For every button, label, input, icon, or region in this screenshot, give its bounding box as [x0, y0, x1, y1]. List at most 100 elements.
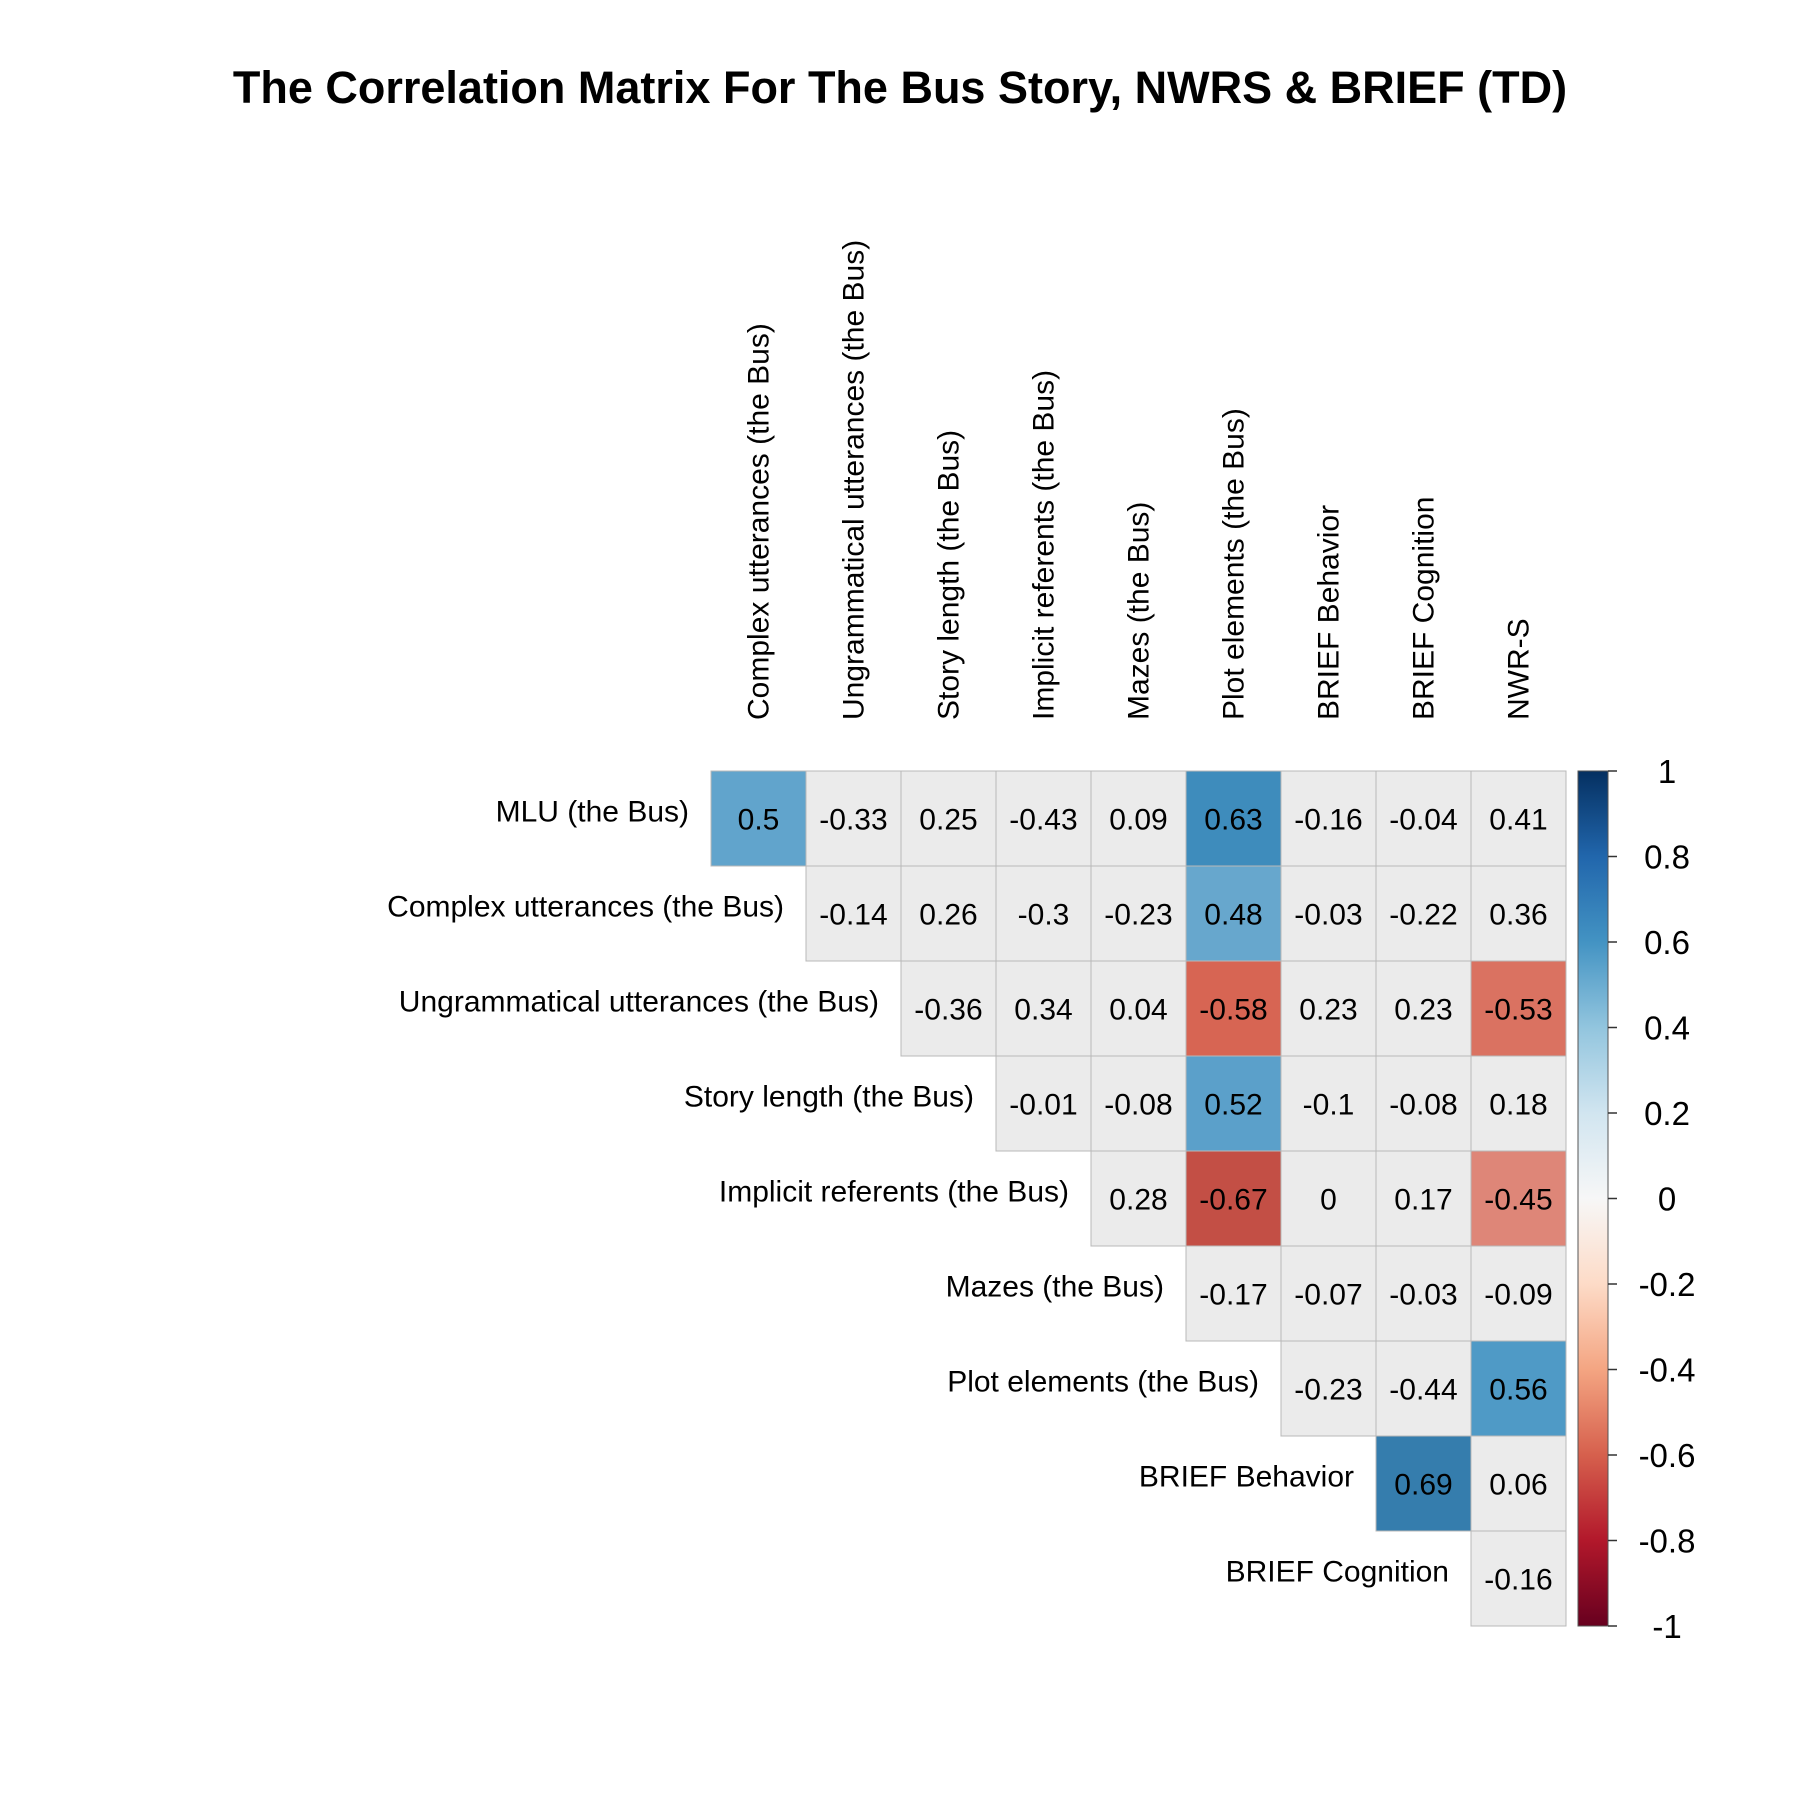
- column-label-implicit-referents-the-bus: Implicit referents (the Bus): [1028, 370, 1061, 720]
- colorbar: [1577, 770, 1609, 1627]
- cell-value: 0.36: [1489, 899, 1547, 932]
- cell-value: -0.22: [1389, 899, 1457, 932]
- row-label-complex-utterances-the-bus: Complex utterances (the Bus): [387, 891, 784, 924]
- cell-value: 0.63: [1204, 804, 1262, 837]
- row-label-mazes-the-bus: Mazes (the Bus): [946, 1271, 1164, 1304]
- cell-story-length-the-bus-x-implicit-referents-the-bus: [995, 1055, 1092, 1152]
- colorbar-tick-label: 0: [1658, 1181, 1676, 1218]
- colorbar-tick-label: 0.2: [1644, 1095, 1690, 1132]
- cell-value: -0.14: [819, 899, 887, 932]
- cell-ungrammatical-utterances-the-bus-x-plot-elements-the-bus: [1185, 960, 1282, 1057]
- cell-implicit-referents-the-bus-x-brief-behavior: [1280, 1150, 1377, 1247]
- colorbar-tick-label: 0.4: [1644, 1010, 1690, 1047]
- cell-value: -0.01: [1009, 1089, 1077, 1122]
- colorbar-tick-label: -0.2: [1639, 1266, 1696, 1303]
- cell-mlu-the-bus-x-ungrammatical-utterances-the-bus: [805, 770, 902, 867]
- cell-value: -0.43: [1009, 804, 1077, 837]
- cell-value: -0.16: [1484, 1564, 1552, 1597]
- cell-complex-utterances-the-bus-x-nwr-s: [1470, 865, 1567, 962]
- cell-implicit-referents-the-bus-x-plot-elements-the-bus: [1185, 1150, 1282, 1247]
- cell-value: -0.44: [1389, 1374, 1457, 1407]
- cell-value: 0.04: [1109, 994, 1167, 1027]
- column-label-brief-cognition: BRIEF Cognition: [1408, 497, 1441, 720]
- cell-value: -0.08: [1104, 1089, 1172, 1122]
- cell-complex-utterances-the-bus-x-plot-elements-the-bus: [1185, 865, 1282, 962]
- cell-mlu-the-bus-x-brief-behavior: [1280, 770, 1377, 867]
- cell-value: -0.45: [1484, 1184, 1552, 1217]
- cell-value: -0.09: [1484, 1279, 1552, 1312]
- cell-value: -0.67: [1199, 1184, 1267, 1217]
- cell-value: 0.18: [1489, 1089, 1547, 1122]
- column-label-story-length-the-bus: Story length (the Bus): [933, 430, 966, 720]
- cell-ungrammatical-utterances-the-bus-x-story-length-the-bus: [900, 960, 997, 1057]
- row-label-ungrammatical-utterances-the-bus: Ungrammatical utterances (the Bus): [399, 986, 879, 1019]
- column-labels: Complex utterances (the Bus) Ungrammatica…: [743, 240, 1536, 720]
- row-label-plot-elements-the-bus: Plot elements (the Bus): [947, 1366, 1259, 1399]
- colorbar-tick-label: 1: [1658, 753, 1676, 790]
- cell-value: 0.48: [1204, 899, 1262, 932]
- cell-ungrammatical-utterances-the-bus-x-nwr-s: [1470, 960, 1567, 1057]
- column-label-complex-utterances-the-bus: Complex utterances (the Bus): [743, 323, 776, 720]
- matrix-cells: 0.5 -0.33 0.25 -0.43 0.09 0.63 -0.16 -0.04 0.41 -…: [710, 770, 1567, 1627]
- cell-mazes-the-bus-x-brief-behavior: [1280, 1245, 1377, 1342]
- cell-value: -0.03: [1389, 1279, 1457, 1312]
- row-labels: MLU (the Bus) Complex utterances (the Bus…: [387, 796, 1449, 1589]
- colorbar-tick-label: -0.4: [1639, 1352, 1696, 1389]
- cell-value: 0.5: [738, 804, 780, 837]
- cell-implicit-referents-the-bus-x-brief-cognition: [1375, 1150, 1472, 1247]
- cell-value: -0.03: [1294, 899, 1362, 932]
- cell-value: 0.26: [919, 899, 977, 932]
- column-label-plot-elements-the-bus: Plot elements (the Bus): [1218, 408, 1251, 720]
- cell-value: -0.58: [1199, 994, 1267, 1027]
- cell-mazes-the-bus-x-plot-elements-the-bus: [1185, 1245, 1282, 1342]
- column-label-ungrammatical-utterances-the-bus: Ungrammatical utterances (the Bus): [838, 240, 871, 720]
- cell-value: 0.09: [1109, 804, 1167, 837]
- row-label-mlu-the-bus: MLU (the Bus): [496, 796, 689, 829]
- cell-value: -0.23: [1294, 1374, 1362, 1407]
- cell-value: -0.36: [914, 994, 982, 1027]
- cell-complex-utterances-the-bus-x-brief-behavior: [1280, 865, 1377, 962]
- cell-value: -0.3: [1018, 899, 1070, 932]
- color-legend: 1 0.8 0.6 0.4 0.2 0 -0.2 -0.4 -0.6 -0.8 -1: [1577, 753, 1695, 1645]
- cell-story-length-the-bus-x-brief-behavior: [1280, 1055, 1377, 1152]
- cell-value: -0.23: [1104, 899, 1172, 932]
- cell-value: 0.69: [1394, 1469, 1452, 1502]
- cell-value: -0.53: [1484, 994, 1552, 1027]
- cell-ungrammatical-utterances-the-bus-x-brief-cognition: [1375, 960, 1472, 1057]
- cell-complex-utterances-the-bus-x-ungrammatical-utterances-the-bus: [805, 865, 902, 962]
- cell-value: -0.07: [1294, 1279, 1362, 1312]
- row-label-brief-behavior: BRIEF Behavior: [1139, 1461, 1354, 1494]
- cell-value: 0.52: [1204, 1089, 1262, 1122]
- cell-value: 0.06: [1489, 1469, 1547, 1502]
- cell-value: 0.25: [919, 804, 977, 837]
- cell-implicit-referents-the-bus-x-nwr-s: [1470, 1150, 1567, 1247]
- colorbar-tick-label: -0.8: [1639, 1523, 1696, 1560]
- cell-value: -0.17: [1199, 1279, 1267, 1312]
- cell-value: 0: [1320, 1184, 1337, 1217]
- cell-value: 0.23: [1394, 994, 1452, 1027]
- cell-value: -0.04: [1389, 804, 1457, 837]
- cell-value: -0.33: [819, 804, 887, 837]
- cell-value: -0.08: [1389, 1089, 1457, 1122]
- cell-brief-behavior-x-brief-cognition: [1375, 1435, 1472, 1532]
- cell-value: 0.28: [1109, 1184, 1167, 1217]
- cell-mlu-the-bus-x-complex-utterances-the-bus: [710, 770, 807, 867]
- cell-mlu-the-bus-x-nwr-s: [1470, 770, 1567, 867]
- cell-ungrammatical-utterances-the-bus-x-implicit-referents-the-bus: [995, 960, 1092, 1057]
- cell-value: 0.41: [1489, 804, 1547, 837]
- cell-value: 0.17: [1394, 1184, 1452, 1217]
- cell-value: 0.23: [1299, 994, 1357, 1027]
- colorbar-ticks: 1 0.8 0.6 0.4 0.2 0 -0.2 -0.4 -0.6 -0.8 -1: [1608, 753, 1695, 1645]
- row-label-story-length-the-bus: Story length (the Bus): [684, 1081, 974, 1114]
- row-label-implicit-referents-the-bus: Implicit referents (the Bus): [719, 1176, 1069, 1209]
- colorbar-tick-label: 0.8: [1644, 839, 1690, 876]
- column-label-nwr-s: NWR-S: [1503, 618, 1536, 720]
- colorbar-tick-label: 0.6: [1644, 924, 1690, 961]
- cell-value: -0.1: [1303, 1089, 1355, 1122]
- cell-story-length-the-bus-x-plot-elements-the-bus: [1185, 1055, 1282, 1152]
- cell-mlu-the-bus-x-plot-elements-the-bus: [1185, 770, 1282, 867]
- cell-complex-utterances-the-bus-x-mazes-the-bus: [1090, 865, 1187, 962]
- colorbar-tick-label: -1: [1652, 1608, 1681, 1645]
